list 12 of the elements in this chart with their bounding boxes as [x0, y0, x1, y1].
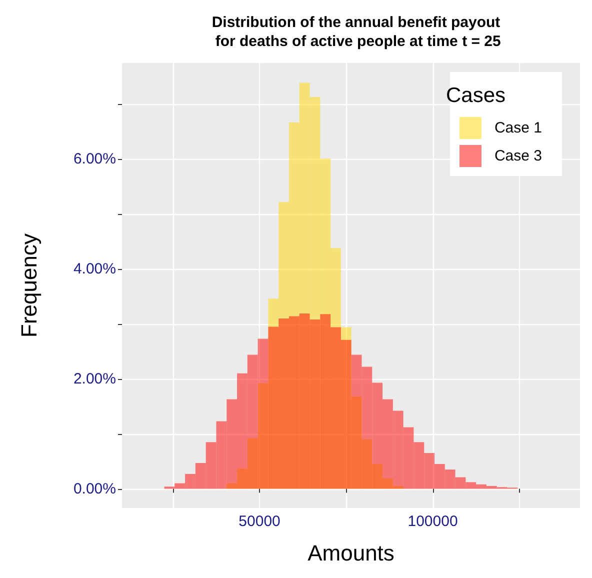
y-tick-label: 4.00% — [73, 260, 116, 278]
y-axis-title: Frequency — [16, 234, 42, 338]
y-tick-label: 0.00% — [73, 480, 116, 498]
x-tick-label: 50000 — [238, 513, 280, 530]
legend-label: Case 1 — [494, 120, 542, 136]
chart-title: Distribution of the annual benefit payout for deaths of active people at time t = 25 — [211, 14, 501, 50]
y-tick-label: 6.00% — [73, 150, 116, 168]
x-tick-label: 100000 — [408, 513, 458, 530]
x-axis-title: Amounts — [308, 540, 394, 566]
legend-label: Case 3 — [494, 148, 542, 164]
legend-title: Cases — [446, 84, 506, 107]
y-tick-label: 2.00% — [73, 370, 116, 388]
